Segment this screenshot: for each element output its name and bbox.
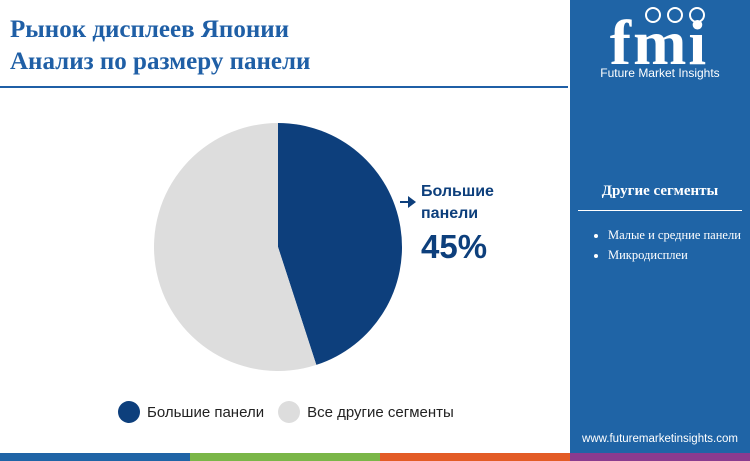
page-title: Рынок дисплеев Японии Анализ по размеру … — [10, 14, 310, 78]
globe-icon-3 — [689, 7, 705, 23]
globe-icon — [645, 7, 661, 23]
callout: Большие панели 45% — [421, 181, 511, 267]
chart-legend: Большие панели Все другие сегменты — [118, 401, 468, 423]
callout-arrow — [400, 196, 416, 208]
segments-divider — [578, 210, 742, 211]
pie-slice-other-segments — [153, 123, 317, 371]
segments-heading: Другие сегменты — [601, 183, 719, 199]
logo-caption: Future Market Insights — [600, 66, 720, 80]
pie-slice-large-panels — [278, 123, 402, 365]
callout-arrow-head — [408, 196, 416, 208]
bottom-bar-segment — [570, 453, 750, 461]
segment-item: Малые и средние панели — [608, 226, 748, 244]
legend-label-large-panels: Большие панели — [147, 403, 265, 421]
segments-list: Малые и средние панели Микродисплеи — [592, 226, 748, 266]
title-line-2: Анализ по размеру панели — [10, 48, 311, 75]
pie-slices — [153, 123, 402, 371]
legend-item-large-panels: Большие панели — [118, 401, 264, 423]
callout-value: 45% — [421, 228, 488, 265]
bottom-bar-segment — [380, 453, 570, 461]
legend-label-other-segments: Все другие сегменты — [307, 403, 454, 421]
sidebar-panel: fmi Future Market Insights Другие сегмен… — [570, 0, 750, 453]
title-line-1: Рынок дисплеев Японии — [10, 16, 290, 43]
legend-swatch-other-segments — [278, 401, 301, 423]
bottom-color-bar — [0, 453, 750, 461]
globe-icon-2 — [667, 7, 683, 23]
title-divider — [0, 86, 568, 88]
bottom-bar-segment — [0, 453, 190, 461]
pie-chart — [153, 123, 416, 371]
bottom-bar-segment — [190, 453, 380, 461]
segment-item: Микродисплеи — [608, 246, 748, 264]
fmi-logo: fmi — [610, 7, 706, 72]
legend-swatch-large-panels — [118, 401, 140, 423]
callout-label: Большие панели — [421, 183, 494, 222]
legend-item-other-segments: Все другие сегменты — [278, 401, 454, 423]
website-url: www.futuremarketinsights.com — [582, 433, 738, 445]
